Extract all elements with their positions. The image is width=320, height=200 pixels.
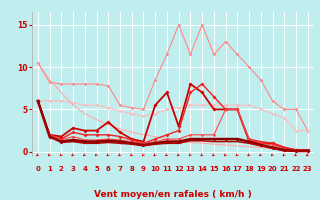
X-axis label: Vent moyen/en rafales ( km/h ): Vent moyen/en rafales ( km/h ) bbox=[94, 190, 252, 199]
